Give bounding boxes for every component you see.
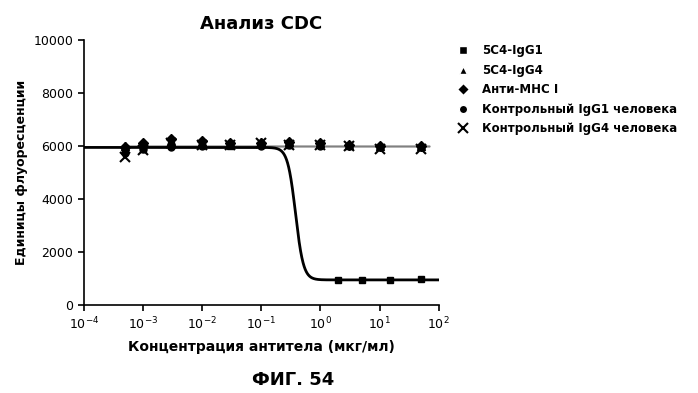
Y-axis label: Единицы флуоресценции: Единицы флуоресценции (15, 80, 28, 265)
Legend: 5C4-IgG1, 5C4-IgG4, Анти-МНС I, Контрольный IgG1 человека, Контрольный IgG4 чело: 5C4-IgG1, 5C4-IgG4, Анти-МНС I, Контроль… (448, 41, 681, 139)
Title: Анализ CDC: Анализ CDC (200, 15, 322, 33)
X-axis label: Концентрация антитела (мкг/мл): Концентрация антитела (мкг/мл) (128, 340, 394, 354)
Text: ФИГ. 54: ФИГ. 54 (252, 371, 334, 389)
